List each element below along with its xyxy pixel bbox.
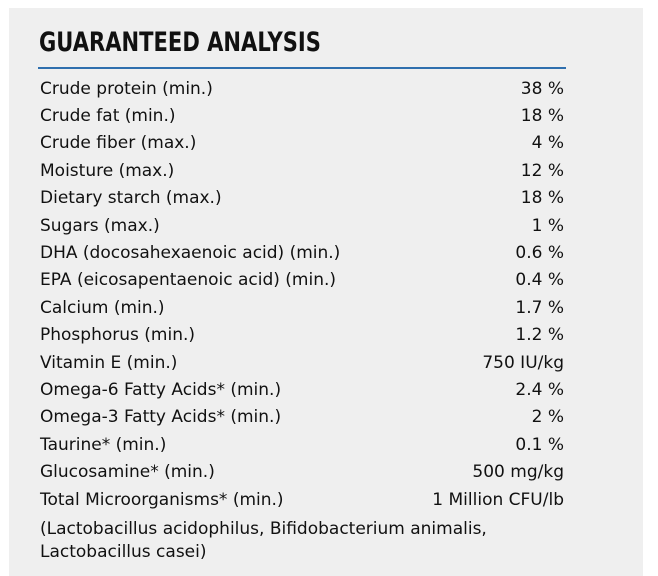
microorganisms-note: (Lactobacillus acidophilus, Bifidobacter…: [40, 519, 487, 562]
nutrient-value: 4 %: [531, 133, 564, 154]
nutrient-label: Vitamin E (min.): [40, 352, 178, 373]
analysis-row: Omega-3 Fatty Acids* (min.) 2 %: [40, 404, 564, 431]
nutrient-label: Moisture (max.): [40, 160, 175, 181]
nutrient-value: 2 %: [531, 407, 564, 428]
analysis-panel: [9, 8, 643, 576]
nutrient-value: 500 mg/kg: [472, 462, 564, 483]
analysis-row: Crude protein (min.) 38 %: [40, 75, 564, 102]
analysis-row: Calcium (min.) 1.7 %: [40, 294, 564, 321]
nutrient-value: 1 Million CFU/lb: [432, 489, 564, 510]
analysis-row: Crude fat (min.) 18 %: [40, 102, 564, 129]
nutrient-value: 38 %: [520, 78, 564, 99]
nutrient-value: 12 %: [520, 160, 564, 181]
nutrient-value: 18 %: [520, 188, 564, 209]
nutrient-label: Crude fiber (max.): [40, 133, 197, 154]
nutrient-value: 0.6 %: [515, 243, 564, 264]
nutrient-label: EPA (eicosapentaenoic acid) (min.): [40, 270, 337, 291]
analysis-row: Glucosamine* (min.) 500 mg/kg: [40, 458, 564, 485]
analysis-row: Moisture (max.) 12 %: [40, 157, 564, 184]
nutrient-label: Total Microorganisms* (min.): [40, 489, 284, 510]
analysis-row: Total Microorganisms* (min.) 1 Million CF…: [40, 486, 564, 513]
analysis-row: Phosphorus (min.) 1.2 %: [40, 322, 564, 349]
nutrient-label: Glucosamine* (min.): [40, 462, 215, 483]
nutrient-label: Crude protein (min.): [40, 78, 213, 99]
nutrient-label: Omega-6 Fatty Acids* (min.): [40, 379, 282, 400]
nutrient-label: Calcium (min.): [40, 297, 165, 318]
nutrient-label: Dietary starch (max.): [40, 188, 222, 209]
nutrient-label: Phosphorus (min.): [40, 325, 196, 346]
analysis-row: Taurine* (min.) 0.1 %: [40, 431, 564, 458]
analysis-row: Sugars (max.) 1 %: [40, 212, 564, 239]
nutrient-value: 0.4 %: [515, 270, 564, 291]
nutrient-value: 750 IU/kg: [482, 352, 564, 373]
title-divider: [38, 67, 566, 69]
nutrient-value: 1.2 %: [515, 325, 564, 346]
nutrient-value: 2.4 %: [515, 379, 564, 400]
nutrient-value: 1 %: [531, 215, 564, 236]
nutrient-value: 0.1 %: [515, 434, 564, 455]
nutrient-label: DHA (docosahexaenoic acid) (min.): [40, 243, 341, 264]
nutrient-label: Omega-3 Fatty Acids* (min.): [40, 407, 282, 428]
analysis-row: Crude fiber (max.) 4 %: [40, 130, 564, 157]
section-title: GUARANTEED ANALYSIS: [39, 27, 321, 58]
analysis-table: Crude protein (min.) 38 % Crude fat (min.…: [40, 75, 564, 513]
nutrient-label: Crude fat (min.): [40, 106, 176, 127]
nutrient-value: 18 %: [520, 106, 564, 127]
analysis-row: Dietary starch (max.) 18 %: [40, 185, 564, 212]
nutrient-value: 1.7 %: [515, 297, 564, 318]
analysis-row: DHA (docosahexaenoic acid) (min.) 0.6 %: [40, 239, 564, 266]
analysis-row: Vitamin E (min.) 750 IU/kg: [40, 349, 564, 376]
analysis-row: EPA (eicosapentaenoic acid) (min.) 0.4 %: [40, 267, 564, 294]
nutrient-label: Sugars (max.): [40, 215, 160, 236]
nutrient-label: Taurine* (min.): [40, 434, 167, 455]
analysis-row: Omega-6 Fatty Acids* (min.) 2.4 %: [40, 376, 564, 403]
